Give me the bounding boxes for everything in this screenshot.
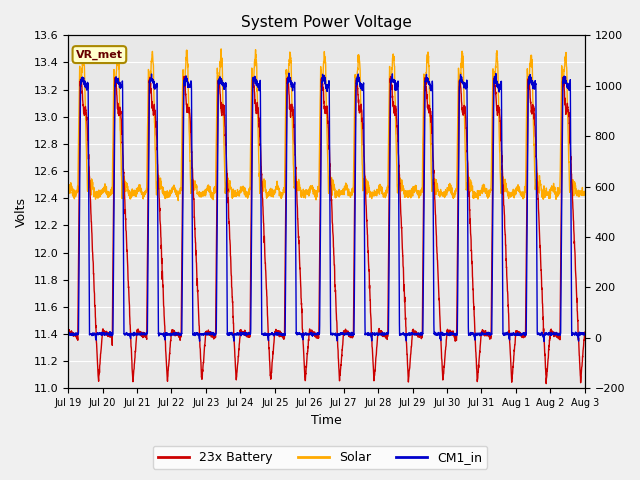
23x Battery (571, 250, 579, 255)
Solar (571, 180, 579, 186)
23x Battery (262, 282, 270, 288)
CM1_in (285, 74, 292, 80)
23x Battery (124, 247, 131, 253)
CM1_in (571, 332, 579, 338)
23x Battery (387, 73, 394, 79)
23x Battery (542, 381, 550, 386)
23x Battery (64, 330, 72, 336)
Solar (218, 46, 225, 52)
Y-axis label: Volts: Volts (15, 197, 28, 227)
Solar (124, 182, 131, 188)
CM1_in (124, 332, 131, 337)
Legend: 23x Battery, Solar, CM1_in: 23x Battery, Solar, CM1_in (153, 446, 487, 469)
CM1_in (285, 70, 293, 76)
23x Battery (154, 162, 161, 168)
Line: Solar: Solar (68, 49, 585, 201)
Solar (515, 184, 523, 190)
Solar (174, 198, 182, 204)
Solar (581, 189, 589, 194)
CM1_in (154, 211, 161, 216)
Solar (64, 187, 72, 192)
Line: CM1_in: CM1_in (68, 73, 585, 342)
Solar (285, 62, 293, 68)
Solar (263, 195, 271, 201)
CM1_in (540, 339, 548, 345)
Text: VR_met: VR_met (76, 49, 123, 60)
23x Battery (285, 85, 292, 91)
CM1_in (581, 331, 589, 337)
CM1_in (515, 333, 523, 338)
CM1_in (64, 331, 72, 336)
23x Battery (515, 332, 523, 337)
Title: System Power Voltage: System Power Voltage (241, 15, 412, 30)
X-axis label: Time: Time (311, 414, 342, 427)
Line: 23x Battery: 23x Battery (68, 76, 585, 384)
Solar (154, 184, 161, 190)
CM1_in (262, 332, 270, 337)
23x Battery (581, 329, 589, 335)
